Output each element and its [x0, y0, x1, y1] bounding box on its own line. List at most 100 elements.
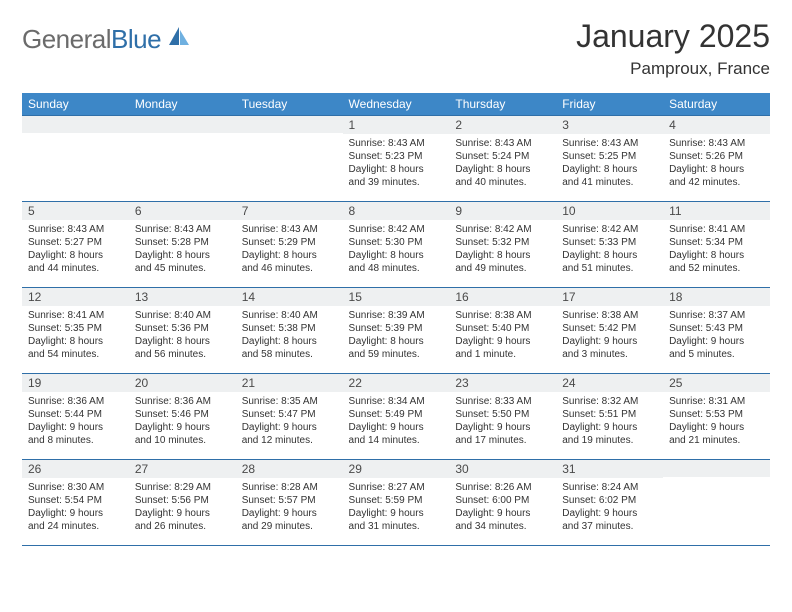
day-detail-line: Daylight: 9 hours [28, 421, 123, 434]
day-detail-line: Sunrise: 8:42 AM [349, 223, 444, 236]
day-detail-line: Sunset: 5:56 PM [135, 494, 230, 507]
day-detail-line: Sunset: 5:38 PM [242, 322, 337, 335]
calendar-cell: 24Sunrise: 8:32 AMSunset: 5:51 PMDayligh… [556, 374, 663, 460]
logo-part1: General [22, 24, 111, 54]
calendar-cell: 18Sunrise: 8:37 AMSunset: 5:43 PMDayligh… [663, 288, 770, 374]
day-details: Sunrise: 8:43 AMSunset: 5:28 PMDaylight:… [129, 220, 236, 279]
day-detail-line: and 31 minutes. [349, 520, 444, 533]
day-detail-line: Daylight: 8 hours [455, 249, 550, 262]
day-detail-line: Sunrise: 8:43 AM [562, 137, 657, 150]
day-detail-line: Daylight: 8 hours [562, 163, 657, 176]
day-detail-line: Daylight: 8 hours [349, 335, 444, 348]
day-detail-line: and 5 minutes. [669, 348, 764, 361]
calendar-cell: 20Sunrise: 8:36 AMSunset: 5:46 PMDayligh… [129, 374, 236, 460]
day-number: 9 [449, 202, 556, 220]
day-detail-line: Daylight: 9 hours [349, 421, 444, 434]
day-number: 19 [22, 374, 129, 392]
day-detail-line: Sunset: 5:27 PM [28, 236, 123, 249]
day-detail-line: Daylight: 8 hours [135, 335, 230, 348]
page-title: January 2025 [576, 18, 770, 55]
day-detail-line: and 58 minutes. [242, 348, 337, 361]
day-number: 7 [236, 202, 343, 220]
day-number [129, 116, 236, 133]
dayhead-sun: Sunday [22, 93, 129, 116]
day-detail-line: and 14 minutes. [349, 434, 444, 447]
day-detail-line: Sunset: 5:30 PM [349, 236, 444, 249]
day-detail-line: Sunrise: 8:43 AM [242, 223, 337, 236]
day-detail-line: and 3 minutes. [562, 348, 657, 361]
day-details: Sunrise: 8:39 AMSunset: 5:39 PMDaylight:… [343, 306, 450, 365]
calendar-cell: 22Sunrise: 8:34 AMSunset: 5:49 PMDayligh… [343, 374, 450, 460]
day-details: Sunrise: 8:42 AMSunset: 5:30 PMDaylight:… [343, 220, 450, 279]
day-details: Sunrise: 8:38 AMSunset: 5:42 PMDaylight:… [556, 306, 663, 365]
day-number: 3 [556, 116, 663, 134]
day-number: 28 [236, 460, 343, 478]
calendar-cell: 23Sunrise: 8:33 AMSunset: 5:50 PMDayligh… [449, 374, 556, 460]
day-detail-line: Sunset: 5:43 PM [669, 322, 764, 335]
calendar-cell: 26Sunrise: 8:30 AMSunset: 5:54 PMDayligh… [22, 460, 129, 546]
calendar-cell: 28Sunrise: 8:28 AMSunset: 5:57 PMDayligh… [236, 460, 343, 546]
calendar-cell: 21Sunrise: 8:35 AMSunset: 5:47 PMDayligh… [236, 374, 343, 460]
calendar-cell: 2Sunrise: 8:43 AMSunset: 5:24 PMDaylight… [449, 116, 556, 202]
day-number: 10 [556, 202, 663, 220]
day-detail-line: Daylight: 9 hours [669, 421, 764, 434]
day-number: 6 [129, 202, 236, 220]
day-detail-line: Sunrise: 8:28 AM [242, 481, 337, 494]
day-detail-line: Sunrise: 8:27 AM [349, 481, 444, 494]
dayhead-wed: Wednesday [343, 93, 450, 116]
day-detail-line: Sunrise: 8:36 AM [135, 395, 230, 408]
day-details: Sunrise: 8:41 AMSunset: 5:34 PMDaylight:… [663, 220, 770, 279]
day-detail-line: Sunrise: 8:43 AM [349, 137, 444, 150]
day-number [663, 460, 770, 477]
day-detail-line: Sunset: 5:32 PM [455, 236, 550, 249]
day-number: 16 [449, 288, 556, 306]
day-number: 29 [343, 460, 450, 478]
day-detail-line: Daylight: 9 hours [455, 335, 550, 348]
day-detail-line: Sunset: 6:00 PM [455, 494, 550, 507]
day-detail-line: Sunrise: 8:31 AM [669, 395, 764, 408]
day-details: Sunrise: 8:40 AMSunset: 5:36 PMDaylight:… [129, 306, 236, 365]
day-detail-line: Daylight: 9 hours [562, 507, 657, 520]
day-detail-line: Sunset: 5:50 PM [455, 408, 550, 421]
calendar-cell: 14Sunrise: 8:40 AMSunset: 5:38 PMDayligh… [236, 288, 343, 374]
day-detail-line: Sunrise: 8:34 AM [349, 395, 444, 408]
title-block: January 2025 Pamproux, France [576, 18, 770, 79]
calendar-cell: 11Sunrise: 8:41 AMSunset: 5:34 PMDayligh… [663, 202, 770, 288]
day-number: 13 [129, 288, 236, 306]
day-number: 22 [343, 374, 450, 392]
day-detail-line: Sunrise: 8:42 AM [455, 223, 550, 236]
day-detail-line: and 54 minutes. [28, 348, 123, 361]
day-details: Sunrise: 8:40 AMSunset: 5:38 PMDaylight:… [236, 306, 343, 365]
day-detail-line: Sunset: 5:59 PM [349, 494, 444, 507]
day-detail-line: and 46 minutes. [242, 262, 337, 275]
day-detail-line: Sunrise: 8:37 AM [669, 309, 764, 322]
calendar-cell: 17Sunrise: 8:38 AMSunset: 5:42 PMDayligh… [556, 288, 663, 374]
day-detail-line: Sunset: 5:57 PM [242, 494, 337, 507]
day-detail-line: Sunset: 5:25 PM [562, 150, 657, 163]
day-details: Sunrise: 8:41 AMSunset: 5:35 PMDaylight:… [22, 306, 129, 365]
day-detail-line: and 17 minutes. [455, 434, 550, 447]
day-number: 25 [663, 374, 770, 392]
day-detail-line: and 44 minutes. [28, 262, 123, 275]
sail-icon [167, 25, 191, 52]
day-detail-line: Sunset: 5:26 PM [669, 150, 764, 163]
day-detail-line: and 24 minutes. [28, 520, 123, 533]
day-detail-line: Sunset: 5:44 PM [28, 408, 123, 421]
calendar-cell: 3 Sunrise: 8:43 AMSunset: 5:25 PMDaylight… [556, 116, 663, 202]
day-detail-line: Daylight: 9 hours [562, 335, 657, 348]
day-details: Sunrise: 8:43 AMSunset: 5:27 PMDaylight:… [22, 220, 129, 279]
day-details: Sunrise: 8:29 AMSunset: 5:56 PMDaylight:… [129, 478, 236, 537]
day-detail-line: Daylight: 8 hours [669, 163, 764, 176]
day-detail-line: Daylight: 9 hours [562, 421, 657, 434]
day-detail-line: Daylight: 9 hours [669, 335, 764, 348]
day-detail-line: Daylight: 8 hours [242, 335, 337, 348]
day-details: Sunrise: 8:37 AMSunset: 5:43 PMDaylight:… [663, 306, 770, 365]
day-number: 18 [663, 288, 770, 306]
day-number: 30 [449, 460, 556, 478]
logo-part2: Blue [111, 24, 161, 54]
day-number: 8 [343, 202, 450, 220]
day-detail-line: and 42 minutes. [669, 176, 764, 189]
calendar-cell [129, 116, 236, 202]
day-details: Sunrise: 8:32 AMSunset: 5:51 PMDaylight:… [556, 392, 663, 451]
day-detail-line: Daylight: 9 hours [455, 421, 550, 434]
